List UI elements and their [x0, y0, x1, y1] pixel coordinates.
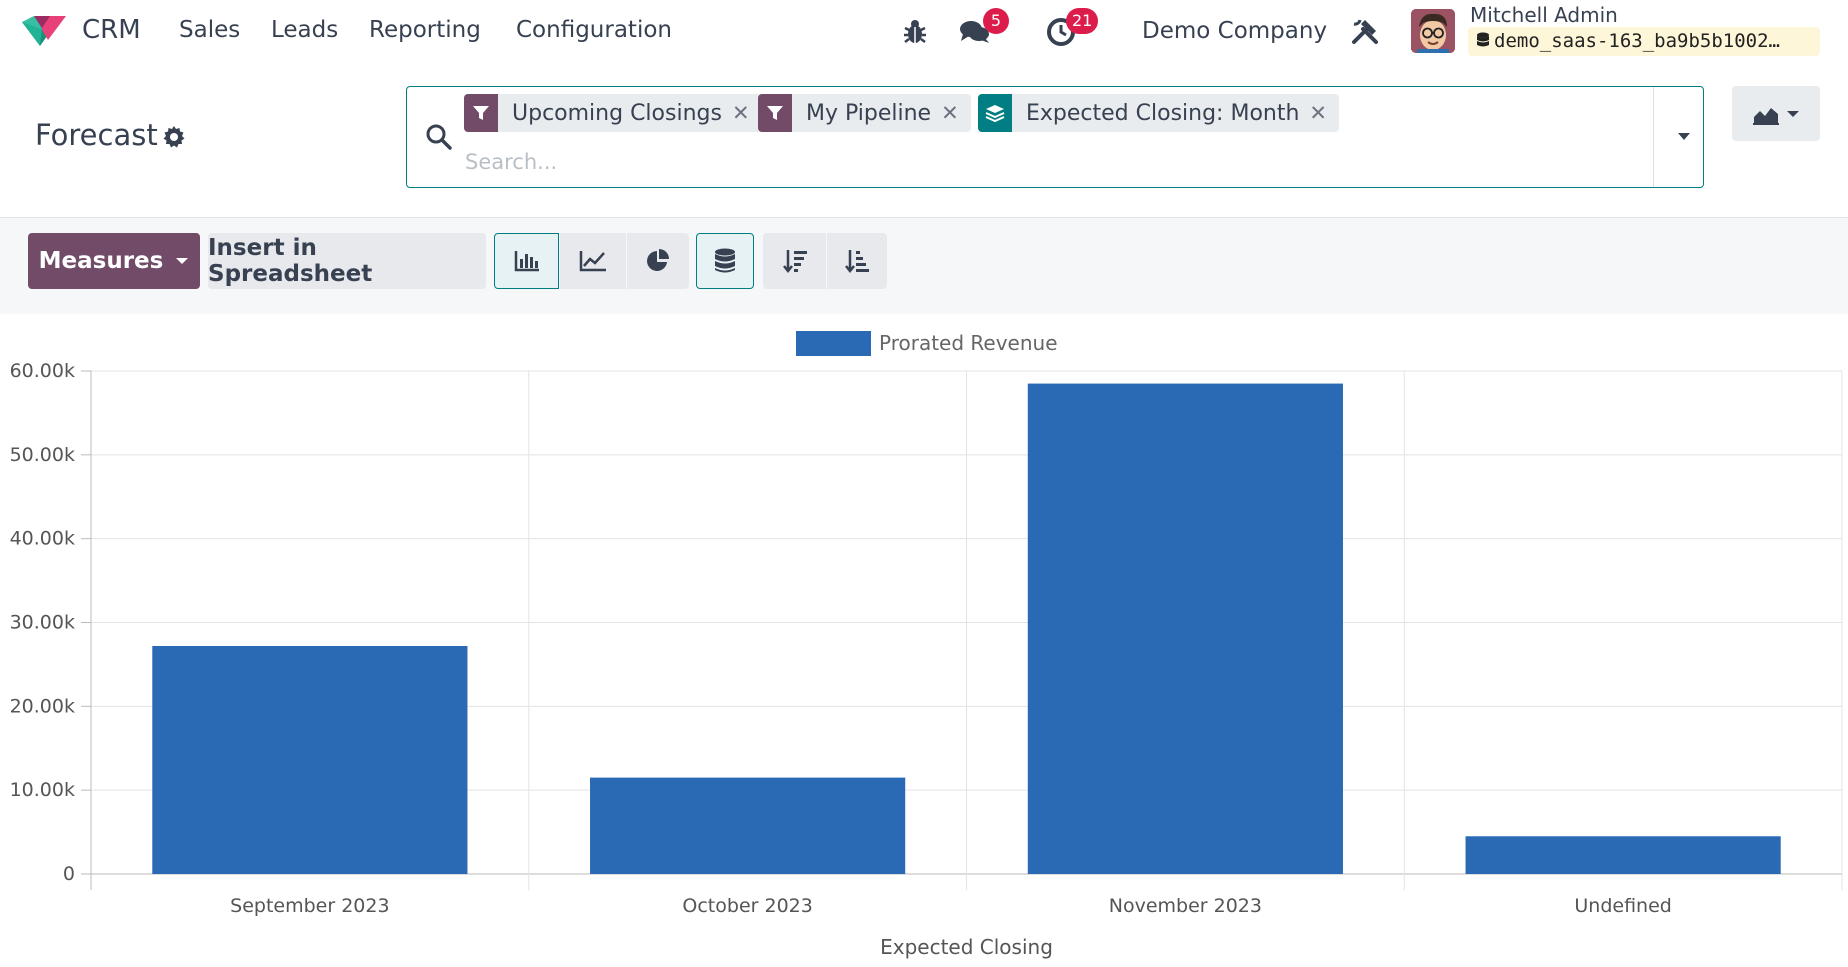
graph-toolbar: Measures Insert in Spreadsheet — [0, 217, 1848, 314]
sort-descending-icon — [782, 250, 807, 274]
app-name[interactable]: CRM — [82, 15, 141, 45]
facet-label: Upcoming Closings — [512, 100, 722, 126]
facet-upcoming-closings[interactable]: Upcoming Closings ✕ — [464, 94, 762, 132]
search-input[interactable] — [465, 147, 1545, 177]
user-avatar[interactable] — [1411, 9, 1455, 53]
database-icon — [1477, 32, 1489, 47]
bar-september-2023 — [152, 645, 468, 874]
stacked-toggle-button[interactable] — [696, 233, 754, 289]
menu-leads[interactable]: Leads — [271, 17, 339, 43]
x-axis-title: Expected Closing — [880, 935, 1053, 959]
pie-chart-icon — [647, 249, 669, 271]
database-tag: demo_saas-163_ba9b5b1002… — [1468, 27, 1820, 56]
menu-sales[interactable]: Sales — [179, 17, 241, 43]
search-divider — [1653, 87, 1654, 187]
view-switcher-button[interactable] — [1732, 86, 1820, 141]
insert-in-spreadsheet-button[interactable]: Insert in Spreadsheet — [208, 233, 486, 289]
y-tick-label: 0 — [63, 863, 75, 885]
database-name: demo_saas-163_ba9b5b1002… — [1494, 30, 1780, 52]
bar-undefined — [1465, 836, 1781, 874]
line-chart-button[interactable] — [560, 233, 626, 289]
facet-remove-icon[interactable]: ✕ — [941, 101, 959, 125]
x-tick-label: October 2023 — [682, 895, 812, 917]
y-tick-label: 20.00k — [10, 695, 75, 717]
x-tick-label: November 2023 — [1109, 895, 1262, 917]
filter-icon — [464, 94, 498, 132]
menu-configuration[interactable]: Configuration — [516, 17, 672, 43]
search-panel: Upcoming Closings ✕ My Pipeline ✕ Expect… — [406, 86, 1704, 188]
area-chart-icon — [1753, 107, 1779, 125]
x-tick-label: September 2023 — [230, 895, 389, 917]
measures-button[interactable]: Measures — [28, 233, 200, 289]
facet-label: My Pipeline — [806, 100, 932, 126]
stack-database-icon — [715, 248, 735, 273]
y-tick-label: 60.00k — [10, 360, 75, 382]
activities-badge: 21 — [1066, 8, 1099, 34]
bar-october-2023 — [590, 777, 906, 874]
gear-icon[interactable] — [162, 125, 186, 149]
x-tick-label: Undefined — [1574, 895, 1671, 917]
y-tick-label: 40.00k — [10, 528, 75, 550]
user-name[interactable]: Mitchell Admin — [1470, 3, 1618, 27]
facet-expected-closing-month[interactable]: Expected Closing: Month ✕ — [978, 94, 1340, 132]
page-title: Forecast — [35, 118, 158, 152]
line-chart-icon — [579, 251, 606, 272]
sort-ascending-button[interactable] — [827, 233, 887, 289]
y-tick-label: 30.00k — [10, 612, 75, 634]
bar-chart-button[interactable] — [494, 233, 559, 289]
facet-remove-icon[interactable]: ✕ — [731, 101, 750, 125]
top-navbar: CRM Sales Leads Reporting Configuration … — [0, 0, 1848, 64]
facet-label: Expected Closing: Month — [1026, 100, 1300, 126]
facet-remove-icon[interactable]: ✕ — [1309, 101, 1328, 125]
measures-label: Measures — [38, 248, 164, 274]
chevron-down-icon — [1787, 110, 1799, 117]
company-switcher[interactable]: Demo Company — [1142, 18, 1328, 44]
graph-view: 0 10.00k 20.00k 30.00k 40.00k 50.00k 60.00k Sep… — [0, 318, 1848, 967]
facet-my-pipeline[interactable]: My Pipeline ✕ — [758, 94, 971, 132]
pie-chart-button[interactable] — [627, 233, 689, 289]
bar-chart-icon — [514, 251, 539, 272]
messages-icon[interactable] — [958, 14, 992, 48]
crm-logo-icon[interactable] — [20, 12, 70, 48]
search-icon[interactable] — [425, 123, 453, 151]
sort-ascending-icon — [845, 250, 869, 274]
caret-down-icon — [176, 258, 189, 264]
bar-november-2023 — [1027, 383, 1343, 874]
filter-icon — [758, 94, 792, 132]
group-by-layers-icon — [978, 94, 1012, 132]
legend-swatch — [796, 331, 871, 356]
debug-tools-icon[interactable] — [1350, 16, 1380, 46]
bug-icon[interactable] — [898, 14, 932, 48]
menu-reporting[interactable]: Reporting — [369, 17, 481, 43]
sort-descending-button[interactable] — [763, 233, 826, 289]
avatar-face-icon — [1411, 9, 1455, 53]
bar-chart: 0 10.00k 20.00k 30.00k 40.00k 50.00k 60.00k Sep… — [10, 331, 1843, 959]
legend-label: Prorated Revenue — [879, 331, 1058, 355]
y-tick-label: 50.00k — [10, 444, 75, 466]
chevron-down-icon[interactable] — [1675, 127, 1693, 145]
y-tick-label: 10.00k — [10, 779, 75, 801]
messages-badge: 5 — [983, 8, 1009, 34]
